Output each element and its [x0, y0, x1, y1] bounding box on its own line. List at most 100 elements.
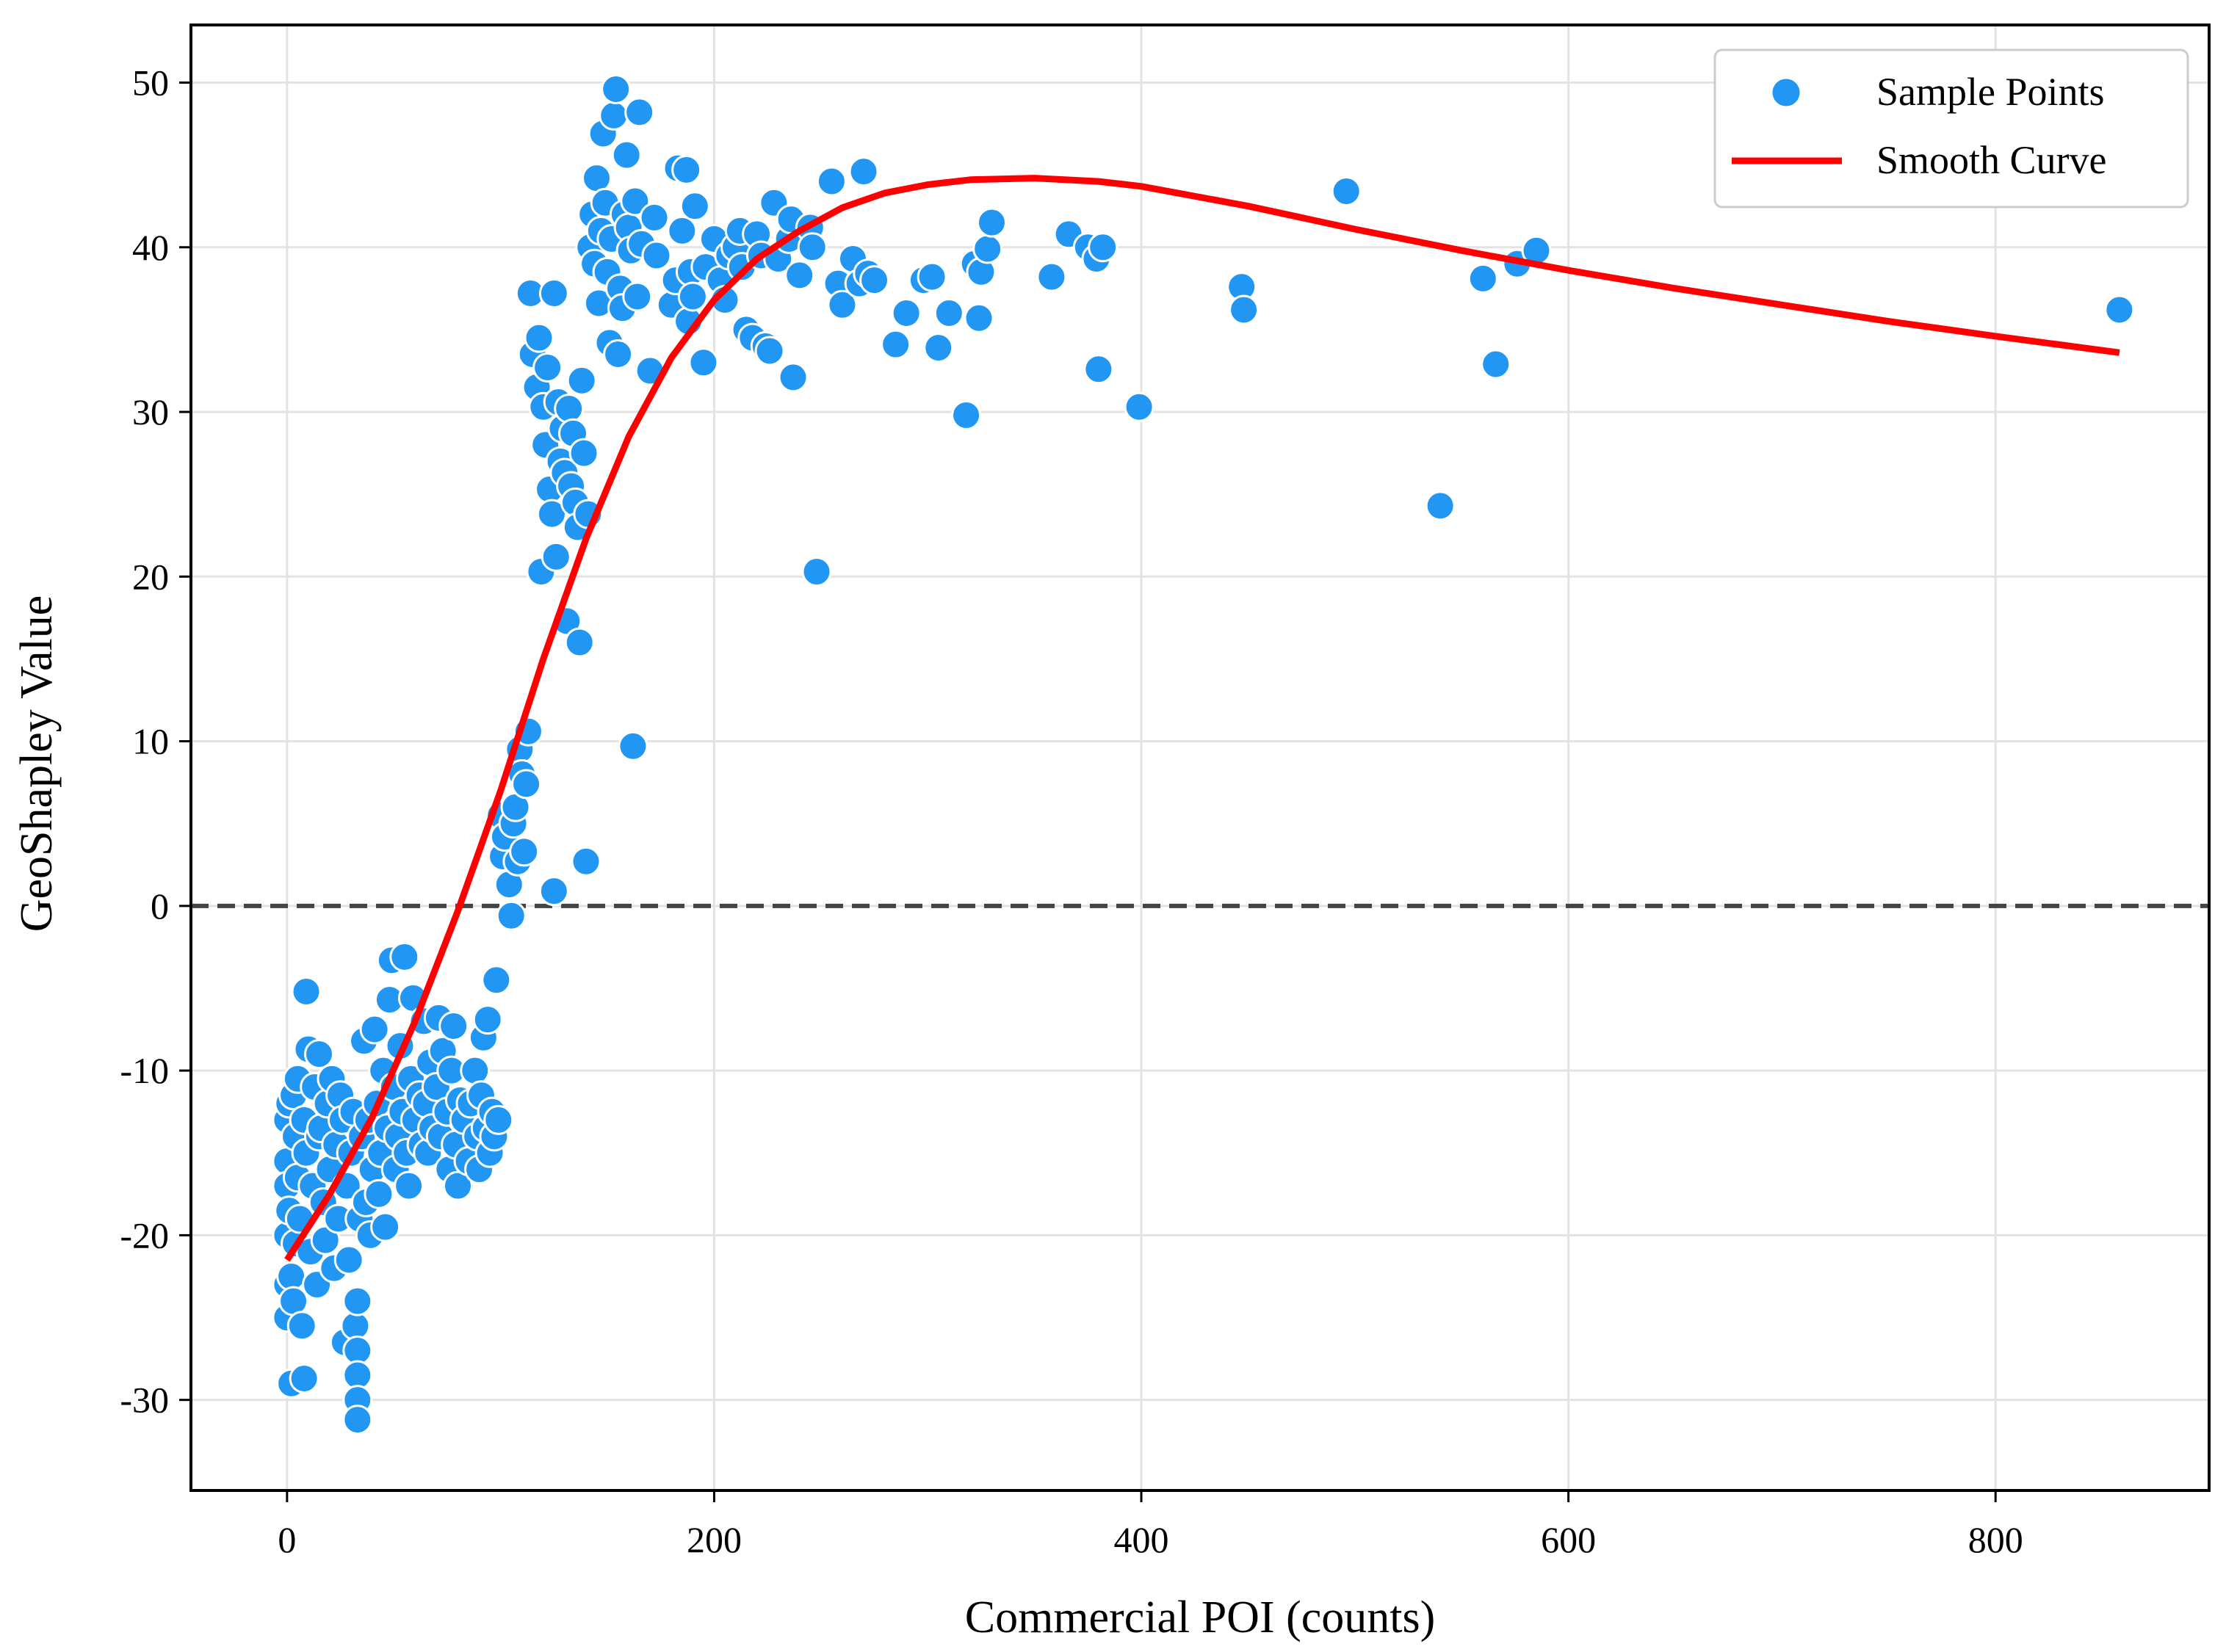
scatter-point	[564, 627, 595, 658]
scatter-point	[667, 215, 698, 246]
scatter-point	[483, 1104, 514, 1135]
scatter-point	[340, 1311, 371, 1341]
scatter-point	[933, 297, 964, 328]
scatter-point	[2104, 294, 2135, 325]
scatter-point	[827, 289, 858, 320]
y-tick-label: -30	[120, 1380, 169, 1421]
scatter-point	[333, 1245, 364, 1275]
scatter-point	[342, 1286, 373, 1316]
scatter-point	[972, 233, 1003, 264]
x-tick-label: 400	[1114, 1519, 1169, 1560]
x-tick-label: 200	[687, 1519, 742, 1560]
grid	[191, 25, 2209, 1490]
scatter-point	[1481, 349, 1511, 380]
scatter-point	[881, 329, 911, 360]
scatter-point	[964, 302, 994, 333]
scatter-point	[801, 557, 832, 587]
smooth-curve-line	[284, 175, 2120, 1262]
scatter-point	[848, 156, 879, 187]
scatter-point	[611, 140, 642, 170]
scatter-point	[1083, 354, 1114, 385]
scatter-point	[571, 846, 601, 877]
legend-label-sample-points: Sample Points	[1876, 70, 2105, 114]
legend-box	[1713, 48, 2189, 209]
y-tick-label: -10	[120, 1050, 169, 1091]
smooth-curve-layer	[284, 175, 2120, 1262]
legend-marker-sample-points	[1770, 76, 1802, 109]
x-tick-label: 800	[1968, 1519, 2023, 1560]
y-tick-label: 50	[132, 62, 169, 103]
scatter-point	[289, 1363, 319, 1394]
scatter-point	[622, 281, 653, 312]
scatter-point	[620, 186, 651, 217]
scatter-point	[389, 941, 420, 972]
scatter-point	[276, 1261, 307, 1291]
y-axis-label: GeoShapley Value	[12, 595, 62, 932]
scatter-point	[1088, 232, 1119, 263]
scatter-point	[601, 73, 632, 104]
scatter-point	[496, 900, 527, 931]
scatter-point	[554, 394, 585, 424]
scatter-point	[639, 202, 670, 233]
scatter-point	[472, 1004, 503, 1035]
scatter-point	[778, 362, 809, 393]
plot-frame	[189, 23, 2211, 1492]
scatter-point	[677, 281, 708, 312]
scatter-point	[917, 261, 947, 292]
scatter-point	[1425, 490, 1456, 521]
scatter-point	[541, 541, 571, 572]
scatter-point	[624, 97, 655, 128]
scatter-point	[618, 731, 648, 761]
scatter-point	[679, 191, 710, 222]
scatter-point	[784, 260, 815, 291]
sample-points-layer	[272, 73, 2135, 1435]
y-tick-label: 20	[132, 556, 169, 597]
scatter-point	[481, 965, 512, 996]
scatter-point	[511, 769, 542, 800]
scatter-point	[976, 207, 1007, 238]
scatter-point	[364, 1178, 394, 1209]
scatter-point	[1036, 261, 1067, 292]
scatter-point	[923, 333, 954, 363]
scatter-point	[438, 1011, 469, 1042]
scatter-point	[509, 836, 540, 867]
scatter-point	[754, 336, 785, 366]
scatter-point	[538, 876, 569, 907]
scatter-point	[1467, 263, 1498, 294]
legend-label-smooth-curve: Smooth Curve	[1876, 138, 2107, 182]
x-tick-label: 0	[278, 1519, 296, 1560]
y-tick-label: 40	[132, 227, 169, 268]
scatter-point	[1124, 391, 1154, 422]
scatter-point	[816, 166, 847, 197]
scatter-point	[599, 100, 629, 131]
y-tick-label: 30	[132, 391, 169, 432]
y-tick-label: 0	[151, 885, 169, 927]
scatter-point	[603, 339, 634, 370]
axis-ticks: 0 200 400 600 800 -30 -20 -10 0 10 20 30 40 50	[120, 62, 2023, 1560]
scatter-point	[951, 400, 982, 431]
y-tick-label: -20	[120, 1214, 169, 1256]
x-axis-label: Commercial POI (counts)	[965, 1593, 1436, 1642]
scatter-point	[532, 352, 563, 383]
scatter-point	[359, 1014, 390, 1045]
scatter-point	[291, 976, 322, 1007]
scatter-point	[797, 232, 828, 263]
scatter-point	[859, 265, 890, 296]
scatter-point	[538, 278, 569, 309]
scatter-point	[394, 1170, 424, 1201]
scatter-point	[566, 365, 597, 396]
scatter-point	[1229, 294, 1260, 325]
x-tick-label: 600	[1541, 1519, 1596, 1560]
scatter-point	[568, 438, 599, 468]
legend: Sample Points Smooth Curve	[1713, 48, 2189, 209]
scatter-point	[891, 297, 922, 328]
scatter-point	[671, 154, 702, 185]
scatter-point	[688, 347, 719, 378]
y-tick-label: 10	[132, 721, 169, 762]
scatter-point	[286, 1311, 317, 1341]
scatter-point	[370, 1211, 401, 1242]
scatter-point	[460, 1055, 491, 1086]
scatter-point	[303, 1039, 334, 1070]
scatter-point	[524, 322, 554, 353]
